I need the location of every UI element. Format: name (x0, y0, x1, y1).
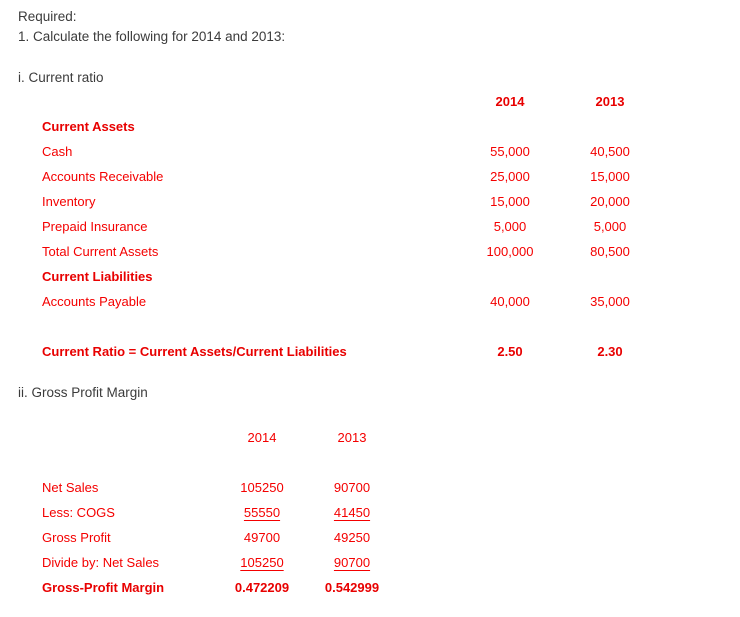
value-2013-cell: 0.542999 (324, 580, 380, 595)
table-row: Current Assets (0, 114, 740, 139)
row-label: Less: COGS (42, 505, 115, 520)
value-2013-cell: 90700 (333, 555, 371, 570)
intro-line-2: 1. Calculate the following for 2014 and … (18, 29, 286, 44)
row-label: Accounts Receivable (42, 169, 164, 184)
row-label: Accounts Payable (42, 294, 147, 309)
row-label: Total Current Assets (42, 244, 159, 259)
table-row: Current Liabilities (0, 264, 740, 289)
table2-header-row: 2014 2013 (0, 425, 740, 450)
row-label: Gross-Profit Margin (42, 580, 165, 595)
section1-heading: i. Current ratio (18, 70, 104, 85)
table1-rows: Current Assets Cash 55,000 40,500 Accoun… (0, 114, 740, 314)
value-2014-cell: 40,000 (490, 294, 530, 309)
row-label: Net Sales (42, 480, 99, 495)
value-2014-cell: 0.472209 (234, 580, 290, 595)
table-row: Total Current Assets 100,000 80,500 (0, 239, 740, 264)
value-2014-cell: 55,000 (490, 144, 530, 159)
value-2014-cell: 105250 (240, 555, 284, 570)
value-2014-cell: 100,000 (486, 244, 534, 259)
value-2014-cell: 49700 (243, 530, 281, 545)
value-2013-cell: 5,000 (593, 219, 627, 234)
row-label: Gross Profit (42, 530, 111, 545)
row-label: Current Assets (42, 119, 135, 134)
table2-col-header-2014: 2014 (247, 430, 277, 445)
table-row: Accounts Receivable 25,000 15,000 (0, 164, 740, 189)
table-row: Less: COGS 55550 41450 (0, 500, 740, 525)
table-row: Gross-Profit Margin 0.472209 0.542999 (0, 575, 740, 600)
value-2013-cell: 49250 (333, 530, 371, 545)
value-2013-cell: 90700 (333, 480, 371, 495)
value-2013-cell: 40,500 (590, 144, 630, 159)
intro-line-1: Required: (18, 9, 77, 24)
section2-heading: ii. Gross Profit Margin (18, 385, 148, 400)
current-ratio-row: Current Ratio = Current Assets/Current L… (0, 339, 740, 364)
table-row: Prepaid Insurance 5,000 5,000 (0, 214, 740, 239)
row-label: Inventory (42, 194, 96, 209)
value-2013-cell: 2.30 (597, 344, 623, 359)
value-2013-cell: 41450 (333, 505, 371, 520)
table2-col-header-2013: 2013 (337, 430, 367, 445)
value-2014-cell: 15,000 (490, 194, 530, 209)
value-2014-cell: 2.50 (497, 344, 523, 359)
table-row: Net Sales 105250 90700 (0, 475, 740, 500)
table1-col-header-2013: 2013 (595, 94, 625, 109)
row-label: Current Liabilities (42, 269, 153, 284)
table-row: Accounts Payable 40,000 35,000 (0, 289, 740, 314)
row-label: Prepaid Insurance (42, 219, 148, 234)
table1-header-row: 2014 2013 (0, 89, 740, 114)
table-row: Gross Profit 49700 49250 (0, 525, 740, 550)
row-label: Current Ratio = Current Assets/Current L… (42, 344, 347, 359)
table1-col-header-2014: 2014 (495, 94, 525, 109)
value-2013-cell: 80,500 (590, 244, 630, 259)
table-row: Cash 55,000 40,500 (0, 139, 740, 164)
value-2014-cell: 5,000 (493, 219, 527, 234)
table-row: Divide by: Net Sales 105250 90700 (0, 550, 740, 575)
intro-block: Required: 1. Calculate the following for… (18, 7, 285, 47)
value-2014-cell: 25,000 (490, 169, 530, 184)
value-2013-cell: 15,000 (590, 169, 630, 184)
table2-rows: Net Sales 105250 90700 Less: COGS 55550 … (0, 475, 740, 600)
row-label: Cash (42, 144, 73, 159)
table-row: Inventory 15,000 20,000 (0, 189, 740, 214)
value-2013-cell: 20,000 (590, 194, 630, 209)
value-2013-cell: 35,000 (590, 294, 630, 309)
row-label: Divide by: Net Sales (42, 555, 160, 570)
value-2014-cell: 55550 (243, 505, 281, 520)
value-2014-cell: 105250 (240, 480, 284, 495)
